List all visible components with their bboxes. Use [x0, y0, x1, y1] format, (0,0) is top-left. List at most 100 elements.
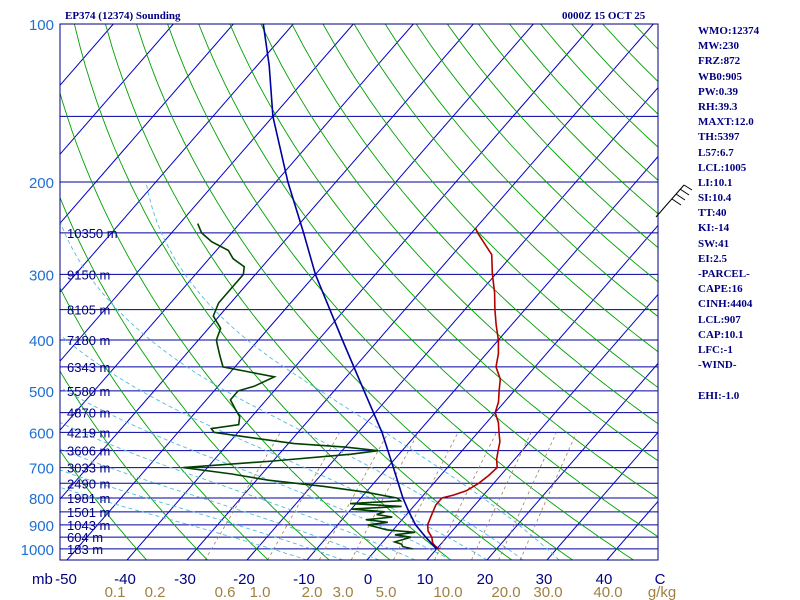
- mixing-ratio-line: [434, 432, 497, 560]
- height-label: 7180 m: [67, 333, 110, 348]
- mixing-ratio-tick-label: 30.0: [533, 584, 562, 600]
- sounding-traces: [183, 24, 502, 550]
- isotherm-line: [546, 431, 658, 560]
- temperature-tick-label: 40: [596, 571, 613, 588]
- index-item: CAP:10.1: [698, 328, 744, 341]
- index-item: LCL:907: [698, 313, 741, 326]
- wind-barb-icon: [655, 184, 693, 218]
- height-label: 2490 m: [67, 476, 110, 491]
- mixing-ratio-line: [204, 432, 281, 560]
- dry-adiabat-line: [60, 286, 269, 560]
- dry-adiabat-line: [73, 24, 452, 560]
- temperature-tick-label: -50: [55, 571, 77, 588]
- isotherm-line: [60, 24, 474, 500]
- height-label: 1981 m: [67, 491, 110, 506]
- parcel-trace: [262, 24, 438, 550]
- pressure-tick-label: 800: [29, 491, 54, 508]
- index-item: [698, 373, 759, 388]
- moist-adiabat-line: [60, 469, 344, 560]
- pressure-tick-label: 700: [29, 461, 54, 478]
- index-item: MW:230: [698, 40, 739, 53]
- pressure-tick-label: 1000: [21, 542, 54, 559]
- index-item: LCL:1005: [698, 161, 747, 174]
- dry-adiabat-line: [291, 24, 658, 425]
- index-item: TH:5397: [698, 131, 740, 144]
- isotherm-line: [60, 24, 414, 431]
- temperature-tick-label: 30: [536, 571, 553, 588]
- temperature-tick-label: C: [655, 571, 666, 588]
- mixing-ratio-tick-label: 10.0: [433, 584, 462, 600]
- index-item: RH:39.3: [698, 100, 738, 113]
- height-label: 5580 m: [67, 384, 110, 399]
- temperature-tick-label: -30: [174, 571, 196, 588]
- mixing-ratio-tick-label: 0.1: [105, 584, 126, 600]
- chart-title: EP374 (12374) Sounding: [65, 10, 181, 22]
- index-item: EHI:-1.0: [698, 389, 740, 402]
- height-label: 8105 m: [67, 303, 110, 318]
- moist-adiabat-line: [60, 421, 416, 560]
- dry-adiabat-line: [384, 24, 658, 318]
- pressure-tick-label: 200: [29, 175, 54, 192]
- height-label: 3606 m: [67, 444, 110, 459]
- dry-adiabat-line: [446, 24, 658, 249]
- pressure-tick-label: 300: [29, 267, 54, 284]
- temperature-tick-label: -10: [293, 571, 315, 588]
- height-label: 1501 m: [67, 505, 110, 520]
- moist-adiabat-line: [60, 220, 524, 560]
- height-label: 604 m: [67, 530, 103, 545]
- isotherm-line: [186, 24, 654, 560]
- height-label: 6343 m: [67, 360, 110, 375]
- index-item: CINH:4404: [698, 298, 753, 311]
- index-item: TT:40: [698, 207, 727, 220]
- mixing-ratio-tick-label: 40.0: [593, 584, 622, 600]
- index-item: SI:10.4: [698, 192, 732, 205]
- index-item: LFC:-1: [698, 343, 733, 356]
- pressure-tick-label: 100: [29, 17, 54, 34]
- index-item: -PARCEL-: [698, 268, 750, 280]
- isotherm-line: [486, 362, 658, 560]
- pressure-tick-label: 900: [29, 518, 54, 535]
- moist-adiabat-line: [60, 334, 488, 560]
- index-item: LI:10.1: [698, 176, 733, 189]
- dry-adiabat-line: [415, 24, 658, 283]
- temperature-tick-label: 10: [417, 571, 434, 588]
- mixing-ratio-tick-label: 0.2: [145, 584, 166, 600]
- pressure-unit-label: mb: [32, 571, 53, 588]
- height-label: 4870 m: [67, 406, 110, 421]
- dry-adiabat-line: [353, 24, 658, 353]
- dewpoint-trace: [183, 223, 416, 550]
- dry-adiabat-line: [198, 24, 658, 538]
- index-item: CAPE:16: [698, 283, 743, 296]
- mixing-ratio-line: [318, 432, 389, 560]
- mixing-ratio-tick-label: 1.0: [250, 584, 271, 600]
- index-item: SW:41: [698, 237, 730, 250]
- moist-adiabat-line: [60, 486, 308, 560]
- mixing-ratio-line: [393, 432, 459, 560]
- mixing-ratio-tick-label: 2.0: [302, 584, 323, 600]
- isotherm-line: [366, 224, 658, 560]
- index-item: -WIND-: [698, 359, 737, 372]
- dry-adiabat-line: [60, 449, 147, 560]
- isotherm-line: [60, 24, 174, 156]
- mixing-ratio-line: [498, 432, 557, 560]
- index-item: WB0:905: [698, 70, 742, 83]
- height-label: 4219 m: [67, 425, 110, 440]
- height-label: 9150 m: [67, 267, 110, 282]
- valid-time: 0000Z 15 OCT 25: [562, 10, 646, 22]
- index-item: PW:0.39: [698, 85, 739, 98]
- mixing-ratio-tick-label: 0.6: [215, 584, 236, 600]
- plot-frame: [59, 23, 659, 561]
- index-item: FRZ:872: [698, 55, 741, 68]
- isotherm-line: [246, 86, 658, 560]
- pressure-tick-label: 500: [29, 384, 54, 401]
- isotherm-line: [60, 24, 354, 362]
- moist-adiabat-line: [145, 181, 560, 560]
- index-item: WMO:12374: [698, 25, 760, 37]
- isotherm-line: [66, 24, 534, 560]
- height-label: 3033 m: [67, 461, 110, 476]
- moist-adiabat-line: [60, 386, 452, 560]
- dry-adiabat-line: [229, 24, 658, 499]
- isotherm-line: [426, 293, 658, 560]
